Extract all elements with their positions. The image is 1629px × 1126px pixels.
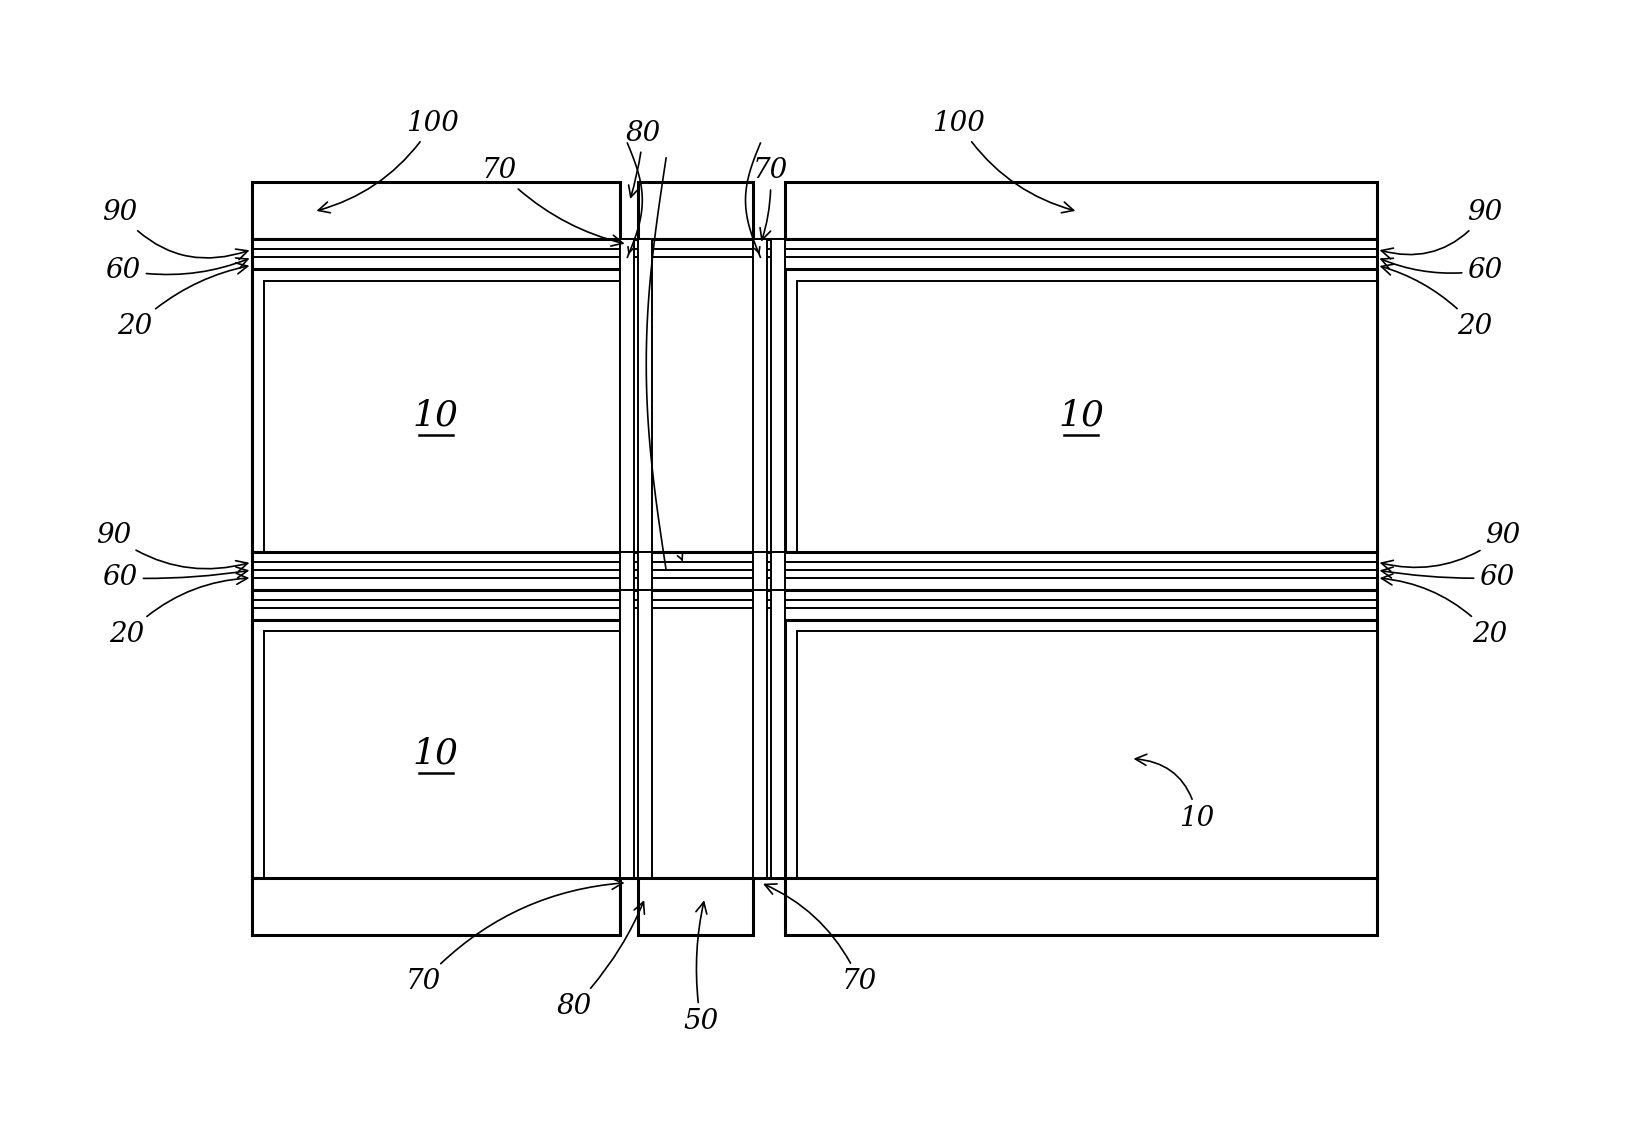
- Bar: [252, 181, 621, 240]
- Text: 90: 90: [103, 199, 248, 260]
- Bar: [252, 240, 1377, 552]
- Text: 20: 20: [1381, 574, 1507, 647]
- Text: 60: 60: [1381, 257, 1502, 284]
- Bar: [639, 590, 652, 877]
- Text: 20: 20: [1381, 265, 1492, 340]
- Bar: [639, 181, 754, 240]
- Bar: [621, 240, 634, 552]
- Bar: [639, 877, 754, 936]
- Text: 10: 10: [412, 736, 459, 770]
- Text: 60: 60: [103, 564, 248, 591]
- Bar: [264, 632, 621, 877]
- Text: 70: 70: [406, 878, 622, 995]
- Text: 90: 90: [1381, 199, 1502, 259]
- Text: 50: 50: [683, 902, 718, 1035]
- Text: 70: 70: [482, 158, 622, 247]
- Text: 90: 90: [1381, 521, 1520, 571]
- Bar: [785, 181, 1377, 240]
- Bar: [797, 282, 1377, 552]
- Bar: [754, 240, 767, 552]
- Bar: [771, 552, 785, 590]
- Text: 10: 10: [412, 399, 459, 432]
- Bar: [785, 877, 1377, 936]
- Bar: [754, 590, 767, 877]
- Text: 10: 10: [1135, 754, 1215, 832]
- Bar: [264, 282, 621, 552]
- Text: 20: 20: [109, 573, 248, 647]
- Text: 100: 100: [318, 109, 459, 213]
- Bar: [252, 590, 1377, 877]
- Bar: [621, 590, 634, 877]
- Bar: [785, 269, 1377, 552]
- Bar: [785, 619, 1377, 877]
- Text: 100: 100: [932, 109, 1074, 213]
- Text: 70: 70: [764, 884, 878, 995]
- Text: 80: 80: [555, 902, 645, 1020]
- Text: 60: 60: [1381, 564, 1515, 591]
- Bar: [252, 552, 1377, 590]
- Bar: [639, 240, 652, 552]
- Text: 90: 90: [96, 521, 248, 571]
- Bar: [252, 619, 621, 877]
- Text: 80: 80: [626, 119, 661, 197]
- Bar: [252, 269, 621, 552]
- Bar: [621, 552, 634, 590]
- Bar: [797, 632, 1377, 877]
- Bar: [252, 877, 621, 936]
- Bar: [771, 240, 785, 552]
- Bar: [754, 552, 767, 590]
- Text: 60: 60: [106, 257, 248, 284]
- Text: 10: 10: [1057, 399, 1104, 432]
- Bar: [639, 552, 652, 590]
- Bar: [771, 590, 785, 877]
- Text: 20: 20: [117, 263, 248, 340]
- Text: 70: 70: [753, 158, 788, 240]
